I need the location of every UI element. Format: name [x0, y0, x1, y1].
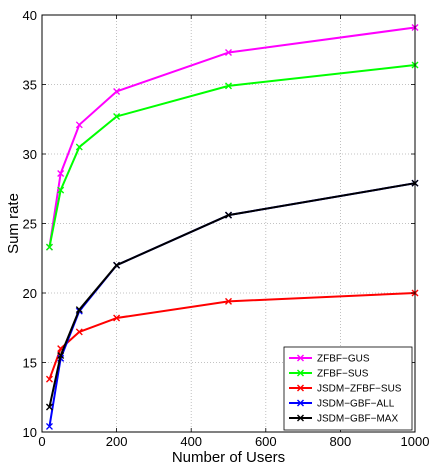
y-tick-label: 10 [23, 425, 37, 440]
marker-stroke [113, 314, 121, 322]
data-point [113, 314, 121, 322]
x-tick-label: 400 [180, 434, 202, 449]
marker-stroke [57, 352, 65, 360]
legend-swatch-marker [297, 354, 304, 362]
data-point [57, 186, 65, 194]
legend: ZFBF−GUS ZFBF−SUS JSDM−ZFBF−SUS JSDM−GBF−AL… [283, 346, 413, 431]
series-line [48, 182, 416, 408]
data-point [45, 243, 53, 251]
series-line [48, 26, 416, 248]
marker-stroke [45, 403, 53, 411]
legend-swatch-marker [297, 399, 304, 407]
data-point [75, 121, 83, 129]
x-tick-label: 800 [330, 434, 352, 449]
legend-label: ZFBF−SUS [317, 369, 369, 380]
data-point [225, 49, 232, 57]
marker-stroke [57, 169, 65, 177]
data-point [45, 403, 53, 411]
series-group [45, 179, 419, 411]
marker-stroke [225, 211, 232, 219]
data-point [45, 375, 53, 383]
marker-stroke [75, 328, 83, 336]
data-point [45, 422, 53, 430]
marker-stroke [75, 121, 83, 129]
grid [42, 15, 415, 432]
legend-item: ZFBF−SUS [289, 369, 369, 380]
data-point [75, 306, 83, 314]
marker-stroke [225, 49, 232, 57]
marker-stroke [297, 399, 304, 407]
x-tick-label: 0 [38, 434, 45, 449]
data-point [113, 87, 121, 95]
marker-stroke [225, 82, 232, 90]
x-tick-label: 1000 [401, 434, 430, 449]
marker-stroke [45, 422, 53, 430]
legend-item: JSDM−ZFBF−SUS [289, 384, 402, 395]
y-axis-label: Sum rate [5, 193, 22, 254]
data-point [225, 82, 232, 90]
legend-swatch-marker [297, 414, 304, 422]
legend-item: JSDM−GBF−ALL [289, 399, 395, 410]
data-point [113, 112, 121, 120]
data-point [75, 328, 83, 336]
x-axis-label: Number of Users [172, 449, 285, 466]
y-tick-label: 30 [23, 147, 37, 162]
marker-stroke [75, 143, 83, 151]
data-point [225, 297, 232, 305]
marker-stroke [297, 369, 304, 377]
legend-label: JSDM−ZFBF−SUS [317, 384, 402, 395]
data-point [57, 352, 65, 360]
marker-stroke [57, 345, 65, 353]
marker-stroke [113, 261, 121, 269]
y-tick-label: 35 [23, 78, 37, 93]
axis-ticks: 0 200 400 600 800 1000 10 15 20 25 30 35 40 [23, 8, 430, 449]
marker-stroke [297, 414, 304, 422]
marker-stroke [45, 243, 53, 251]
data-point [75, 143, 83, 151]
data-point [113, 261, 121, 269]
y-tick-label: 25 [23, 217, 37, 232]
marker-stroke [297, 384, 304, 392]
legend-swatch-marker [297, 369, 304, 377]
y-tick-label: 15 [23, 356, 37, 371]
legend-item: ZFBF−GUS [289, 354, 370, 365]
legend-swatch-marker [297, 384, 304, 392]
data-point [225, 211, 232, 219]
x-tick-label: 200 [106, 434, 128, 449]
marker-stroke [113, 87, 121, 95]
marker-stroke [45, 375, 53, 383]
y-tick-label: 20 [23, 286, 37, 301]
marker-stroke [75, 306, 83, 314]
series-line [48, 64, 416, 248]
x-tick-label: 600 [255, 434, 277, 449]
series-group [45, 24, 419, 430]
marker-stroke [297, 354, 304, 362]
y-tick-label: 40 [23, 8, 37, 23]
legend-label: JSDM−GBF−MAX [317, 414, 398, 425]
marker-stroke [225, 297, 232, 305]
legend-label: ZFBF−GUS [317, 354, 370, 365]
legend-item: JSDM−GBF−MAX [289, 414, 398, 425]
data-point [57, 169, 65, 177]
marker-stroke [113, 112, 121, 120]
legend-label: JSDM−GBF−ALL [317, 399, 395, 410]
marker-stroke [57, 186, 65, 194]
